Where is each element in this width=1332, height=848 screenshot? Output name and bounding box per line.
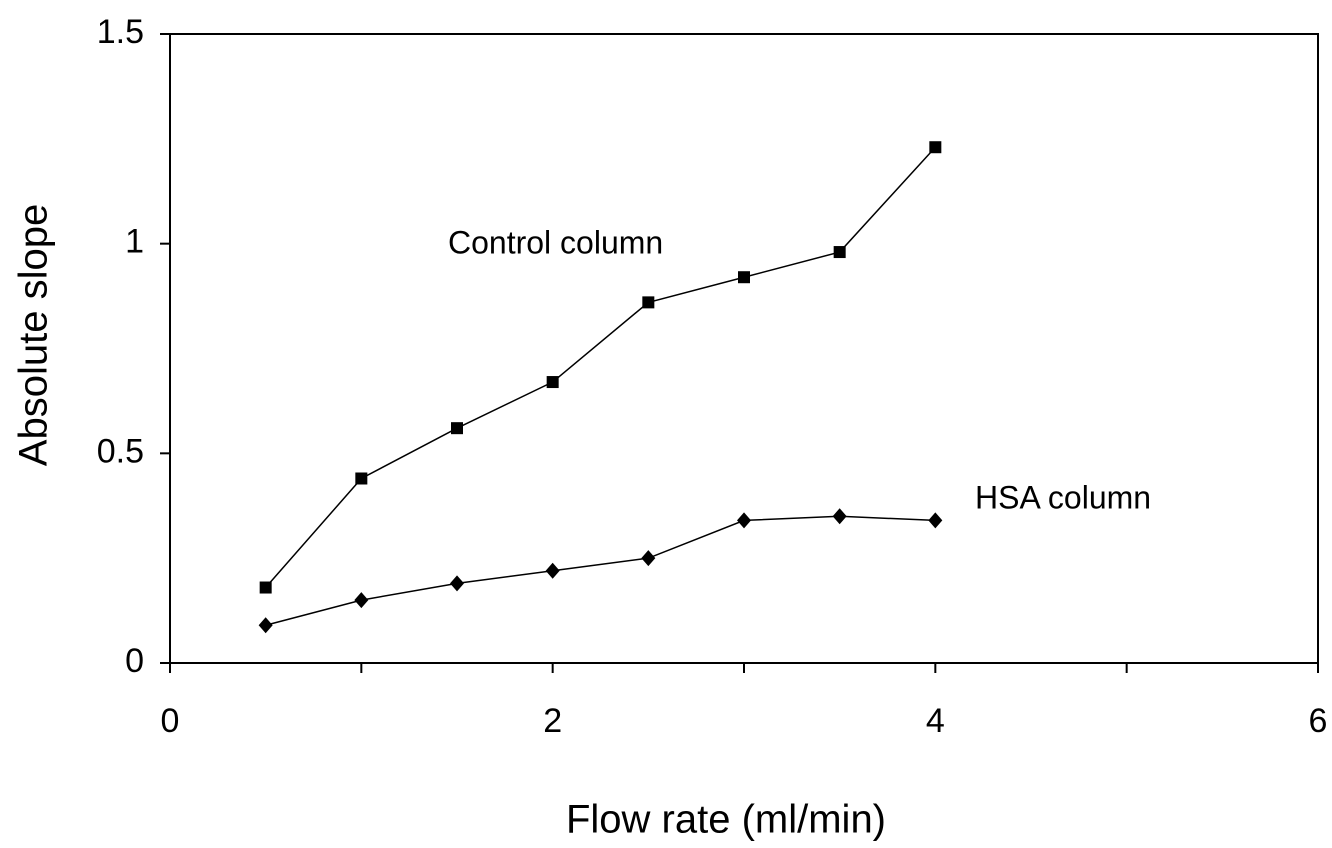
marker: [737, 512, 751, 529]
marker: [545, 562, 560, 579]
marker: [833, 246, 846, 259]
series-line: [265, 146, 936, 589]
marker: [929, 141, 942, 154]
y-tick-label: 1: [125, 223, 144, 261]
x-axis-title: Flow rate (ml/min): [566, 798, 886, 842]
marker: [832, 508, 847, 525]
x-tick-label: 0: [161, 702, 180, 740]
marker: [546, 376, 559, 389]
marker: [450, 575, 464, 592]
series-label: HSA column: [975, 479, 1151, 515]
marker: [928, 512, 943, 529]
x-tick-label: 2: [543, 702, 562, 740]
y-tick-label: 1.5: [97, 13, 144, 51]
marker: [354, 592, 369, 609]
x-tick-label: 4: [926, 702, 945, 740]
marker: [738, 271, 750, 284]
marker: [258, 617, 273, 634]
plot-frame: [169, 33, 1319, 664]
y-tick-label: 0.5: [97, 432, 144, 470]
marker: [259, 581, 272, 594]
series-line: [265, 515, 936, 626]
marker: [355, 472, 368, 485]
marker: [641, 550, 656, 567]
y-tick-label: 0: [125, 642, 144, 680]
x-tick-label: 6: [1309, 702, 1328, 740]
y-axis-title: Absolute slope: [12, 204, 56, 466]
marker: [642, 296, 655, 309]
marker: [451, 422, 463, 435]
series-label: Control column: [448, 224, 663, 260]
